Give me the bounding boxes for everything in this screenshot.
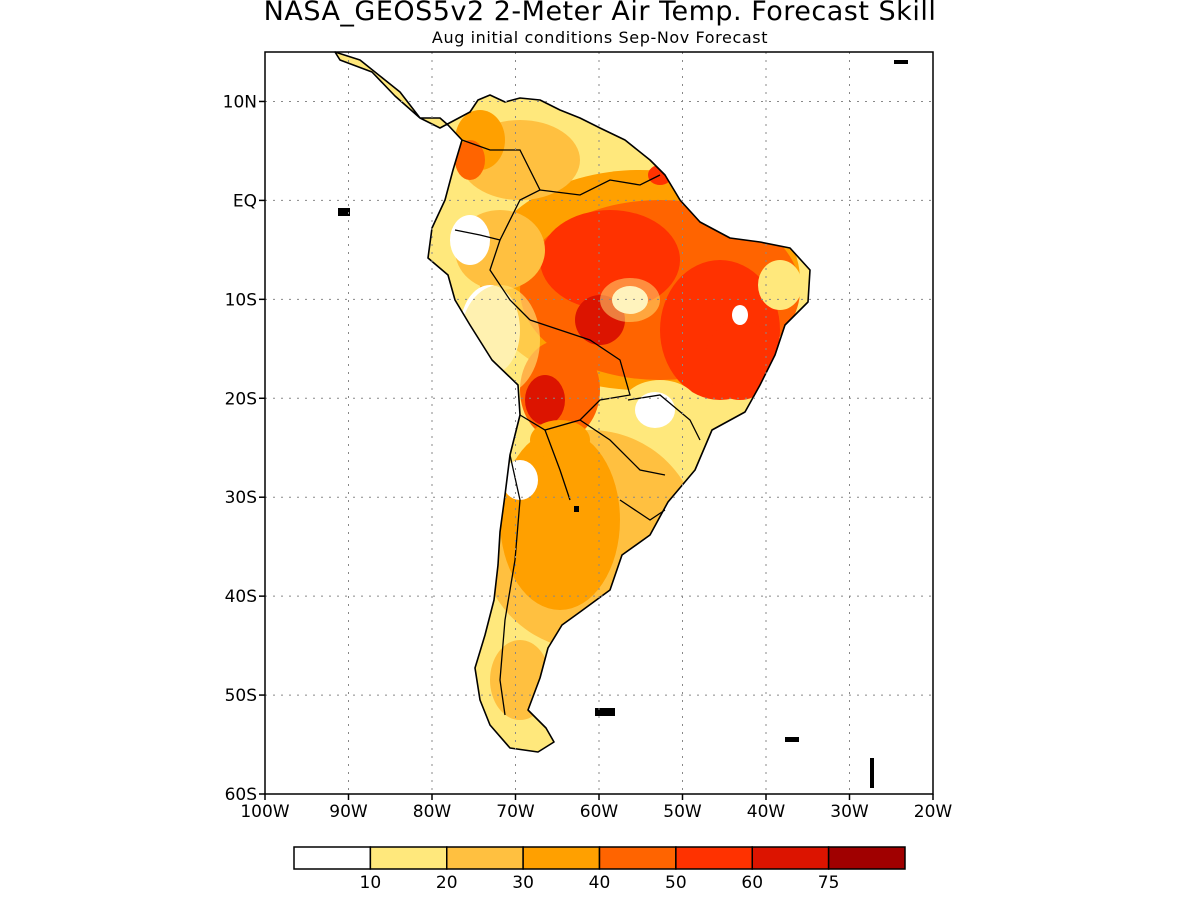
colorbar-label: 10 <box>360 873 382 893</box>
colorbar-swatch <box>369 846 448 870</box>
map-title: NASA_GEOS5v2 2-Meter Air Temp. Forecast … <box>263 0 937 27</box>
colorbar-swatch <box>827 846 906 870</box>
colorbar-label: 50 <box>665 873 687 893</box>
country-borders <box>454 139 701 716</box>
y-tick-label: 10S <box>225 290 257 310</box>
colorbar-label: 40 <box>589 873 611 893</box>
y-tick-label: 50S <box>225 686 257 706</box>
x-tick-label: 70W <box>496 802 535 822</box>
colorbar: 10 20 30 40 50 60 75 <box>293 846 906 893</box>
colorbar-label: 75 <box>818 873 840 893</box>
x-tick-label: 40W <box>747 802 786 822</box>
colorbar-swatch <box>293 846 372 870</box>
x-tick-label: 50W <box>663 802 702 822</box>
y-tick-label: 20S <box>225 389 257 409</box>
x-tick-label: 60W <box>580 802 619 822</box>
islands <box>338 60 908 788</box>
colorbar-swatch <box>598 846 677 870</box>
y-tick-label: 60S <box>225 785 257 805</box>
x-tick-label: 100W <box>240 802 289 822</box>
colorbar-swatch <box>522 846 601 870</box>
y-tick-label: 30S <box>225 488 257 508</box>
y-tick-label: 10N <box>223 92 257 112</box>
coastline <box>334 51 811 753</box>
map-subtitle: Aug initial conditions Sep-Nov Forecast <box>431 28 769 47</box>
colorbar-label: 60 <box>741 873 763 893</box>
colorbar-swatch <box>675 846 753 870</box>
colorbar-label: 30 <box>512 873 534 893</box>
y-tick-label: EQ <box>233 191 257 211</box>
colorbar-label: 20 <box>436 873 458 893</box>
x-tick-label: 80W <box>413 802 452 822</box>
y-tick-label: 40S <box>225 587 257 607</box>
colorbar-swatch <box>751 846 830 870</box>
x-tick-label: 20W <box>914 802 953 822</box>
colorbar-swatch <box>446 846 524 870</box>
x-tick-label: 90W <box>329 802 368 822</box>
x-tick-label: 30W <box>830 802 869 822</box>
